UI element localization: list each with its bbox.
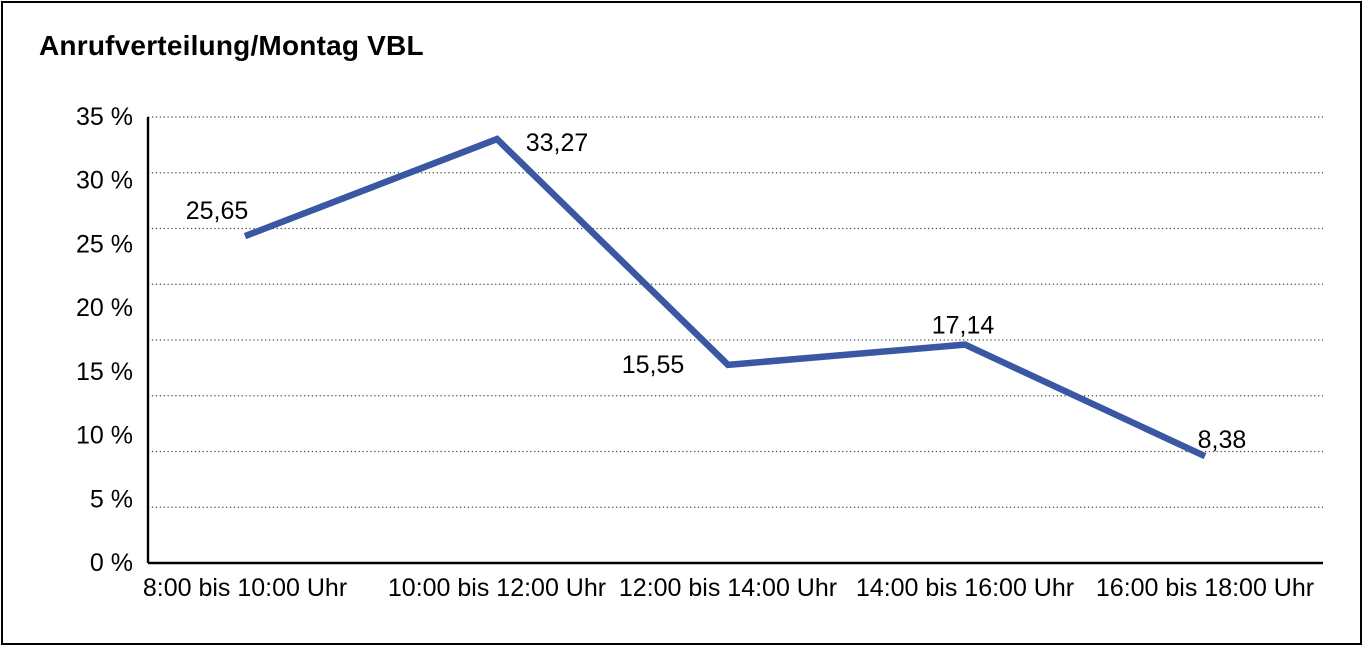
chart-title: Anrufverteilung/Montag VBL bbox=[39, 30, 424, 61]
y-axis-tick-label: 20 % bbox=[76, 294, 133, 322]
x-axis-tick-label: 8:00 bis 10:00 Uhr bbox=[143, 574, 347, 602]
data-point-label: 15,55 bbox=[622, 351, 685, 379]
y-axis-tick-label: 25 % bbox=[76, 230, 133, 258]
y-axis-tick-label: 35 % bbox=[76, 103, 133, 131]
y-axis-tick-label: 30 % bbox=[76, 167, 133, 195]
x-axis-tick-label: 10:00 bis 12:00 Uhr bbox=[388, 574, 606, 602]
data-line bbox=[243, 135, 1207, 460]
y-axis-tick-label: 10 % bbox=[76, 422, 133, 450]
y-axis-tick-label: 5 % bbox=[90, 485, 133, 513]
data-point-label: 8,38 bbox=[1198, 426, 1247, 454]
y-axis-tick-label: 0 % bbox=[90, 549, 133, 577]
y-axis-tick-label: 15 % bbox=[76, 358, 133, 386]
data-point-label: 17,14 bbox=[932, 312, 995, 340]
data-point-label: 33,27 bbox=[526, 129, 589, 157]
x-axis-tick-label: 14:00 bis 16:00 Uhr bbox=[856, 574, 1074, 602]
x-axis-tick-label: 12:00 bis 14:00 Uhr bbox=[619, 574, 837, 602]
data-point-label: 25,65 bbox=[186, 197, 249, 225]
x-axis-tick-label: 16:00 bis 18:00 Uhr bbox=[1096, 574, 1314, 602]
